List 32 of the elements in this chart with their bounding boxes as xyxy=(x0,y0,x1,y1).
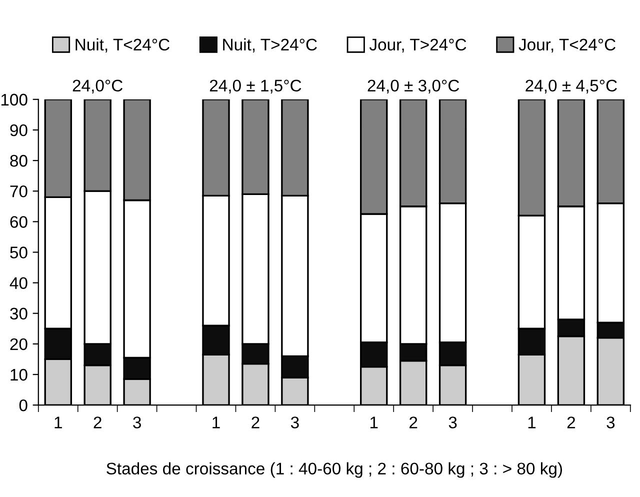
legend-label: Nuit, T<24°C xyxy=(76,38,170,53)
y-tick-label: 0 xyxy=(19,399,28,412)
x-axis-title: Stades de croissance (1 : 40-60 kg ; 2 : 60-80 kg ; 3 : > 80 kg) xyxy=(106,462,562,478)
x-tick-label: 2 xyxy=(94,416,102,428)
y-tick-label: 100 xyxy=(1,94,28,106)
y-tick-label: 20 xyxy=(10,338,28,350)
x-tick-label: 3 xyxy=(133,416,141,428)
x-tick-label: 1 xyxy=(54,416,62,428)
text: 24,0 ± 3,0°C xyxy=(368,80,460,94)
x-tick-label: 1 xyxy=(370,416,378,428)
x-tick-label: 1 xyxy=(528,416,536,428)
x-tick-label: 2 xyxy=(252,416,260,428)
text: 24,0 ± 4,5°C xyxy=(526,80,617,94)
text: 24,0 ± 1,5°C xyxy=(210,80,302,94)
legend-label: Jour, T>24°C xyxy=(369,38,466,53)
y-tick-label: 90 xyxy=(10,124,28,136)
x-tick-label: 3 xyxy=(606,416,615,428)
y-tick-label: 30 xyxy=(10,308,28,320)
x-tick-label: 3 xyxy=(448,416,457,428)
y-tick-label: 60 xyxy=(10,216,28,228)
text: 24,0°C xyxy=(72,80,123,94)
x-tick-label: 2 xyxy=(567,416,575,428)
y-tick-label: 80 xyxy=(10,154,28,167)
legend-label: Nuit, T>24°C xyxy=(223,38,317,53)
y-tick-label: 50 xyxy=(10,246,28,258)
x-tick-label: 1 xyxy=(212,416,220,428)
y-tick-label: 40 xyxy=(10,277,28,289)
x-tick-label: 2 xyxy=(410,416,418,428)
y-tick-label: 10 xyxy=(10,368,28,381)
legend-label: Jour, T<24°C xyxy=(518,38,616,53)
y-tick-label: 70 xyxy=(10,186,28,198)
x-tick-label: 3 xyxy=(290,416,299,428)
